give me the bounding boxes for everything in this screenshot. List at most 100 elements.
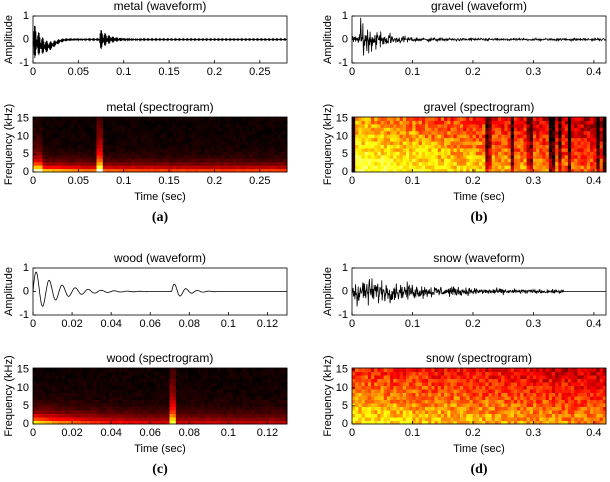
spectrogram-cell [552, 120, 556, 125]
spectrogram-cell [102, 410, 107, 414]
spectrogram-cell [160, 168, 164, 173]
spectrogram-cell [271, 154, 275, 159]
spectrogram-cell [252, 151, 256, 156]
spectrogram-cell [507, 413, 512, 418]
spectrogram-cell [121, 392, 126, 397]
spectrogram-cell [160, 165, 164, 170]
spectrogram-cell [242, 410, 247, 414]
spectrogram-cell [364, 385, 369, 390]
spectrogram-cell [479, 382, 483, 386]
spectrogram-cell [77, 368, 82, 372]
spectrogram-cell [593, 161, 597, 166]
spectrogram-cell [402, 137, 407, 142]
spectrogram-cell [386, 161, 391, 166]
spectrogram-cell [418, 147, 423, 152]
spectrogram-cell [475, 123, 480, 128]
spectrogram-cell [210, 382, 215, 386]
spectrogram-cell [352, 396, 356, 400]
spectrogram-cell [536, 123, 540, 128]
spectrogram-cell [558, 141, 563, 145]
spectrogram-cell [596, 151, 601, 156]
spectrogram-cell [577, 117, 582, 121]
spectrogram-cell [169, 120, 174, 125]
spectrogram-cell [118, 413, 123, 418]
spectrogram-cell [561, 134, 566, 139]
spectrogram-cell [383, 141, 388, 145]
spectrogram-cell [220, 134, 224, 139]
spectrogram-cell [399, 413, 404, 418]
spectrogram-cell [45, 410, 50, 414]
spectrogram-cell [520, 410, 524, 414]
spectrogram-cell [482, 147, 486, 152]
spectrogram-cell [58, 123, 63, 128]
spectrogram-cell [418, 168, 423, 173]
spectrogram-cell [542, 389, 547, 393]
spectrogram-cell [574, 158, 578, 163]
spectrogram-cell [358, 385, 363, 390]
spectrogram-cell [147, 392, 151, 397]
spectrogram-cell [48, 382, 53, 386]
spectrogram-cell [402, 410, 407, 414]
spectrogram-cell [172, 120, 177, 125]
spectrogram-cell [431, 375, 436, 379]
spectrogram-cell [386, 420, 391, 425]
spectrogram-cell [542, 144, 547, 149]
spectrogram-cell [396, 151, 401, 156]
spectrogram-cell [93, 375, 97, 379]
x-tick-label: 0.2 [465, 318, 480, 330]
spectrogram-cell [472, 413, 477, 418]
spectrogram-cell [233, 127, 237, 132]
spectrogram-cell [434, 371, 439, 376]
spectrogram-cell [574, 117, 578, 121]
spectrogram-cell [67, 154, 72, 159]
spectrogram-cell [45, 392, 50, 397]
spectrogram-cell [434, 117, 439, 121]
spectrogram-cell [526, 154, 531, 159]
spectrogram-cell [399, 378, 404, 383]
spectrogram-cell [437, 413, 442, 418]
spectrogram-cell [169, 378, 174, 383]
spectrogram-cell [377, 165, 382, 170]
spectrogram-cell [261, 382, 266, 386]
spectrogram-cell [402, 144, 407, 149]
spectrogram-cell [475, 151, 480, 156]
spectrogram-cell [463, 127, 467, 132]
spectrogram-cell [83, 134, 88, 139]
spectrogram-cell [412, 137, 416, 142]
spectrogram-cell [242, 158, 247, 163]
spectrogram-cell [271, 158, 275, 163]
spectrogram-cell [358, 134, 363, 139]
spectrogram-cell [55, 399, 59, 404]
spectrogram-cell [440, 165, 445, 170]
spectrogram-cell [277, 399, 282, 404]
spectrogram-cell [355, 410, 359, 414]
spectrogram-cell [255, 137, 259, 142]
spectrogram-cell [106, 389, 110, 393]
spectrogram-cell [548, 154, 553, 159]
spectrogram-cell [236, 396, 240, 400]
spectrogram-cell [131, 134, 136, 139]
spectrogram-cell [513, 158, 518, 163]
spectrogram-cell [526, 168, 531, 173]
spectrogram-cell [242, 413, 247, 418]
spectrogram-cell [96, 385, 101, 390]
spectrogram-cell [542, 392, 547, 397]
spectrogram-cell [137, 410, 142, 414]
spectrogram-cell [475, 399, 480, 404]
x-tick-label: 0.08 [179, 318, 200, 330]
spectrogram-cell [150, 406, 155, 411]
spectrogram-cell [252, 392, 256, 397]
spectrogram-cell [233, 151, 237, 156]
spectrogram-cell [42, 123, 47, 128]
spectrogram-cell [399, 147, 404, 152]
spectrogram-cell [479, 396, 483, 400]
spectrogram-cell [355, 385, 359, 390]
spectrogram-cell [128, 130, 132, 135]
spectrogram-cell [482, 137, 486, 142]
spectrogram-cell [93, 120, 97, 125]
spectrogram-cell [42, 141, 47, 145]
spectrogram-cell [140, 127, 145, 132]
spectrogram-cell [64, 399, 69, 404]
spectrogram-cell [182, 371, 186, 376]
spectrogram-cell [383, 371, 388, 376]
